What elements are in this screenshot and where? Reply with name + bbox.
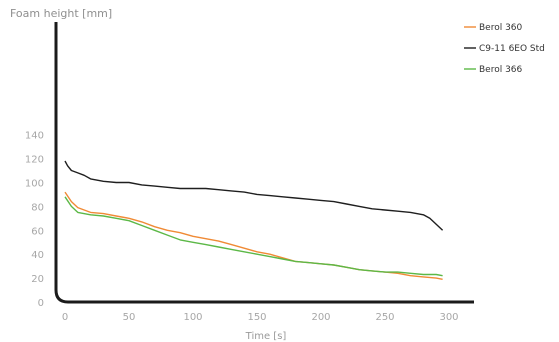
series-lines xyxy=(64,160,444,280)
y-tick-label: 100 xyxy=(25,179,44,190)
x-tick-label: 100 xyxy=(183,312,202,323)
y-tick-label: 140 xyxy=(25,131,44,142)
x-tick-label: 0 xyxy=(62,312,68,323)
y-tick-label: 0 xyxy=(38,298,44,309)
y-tick-label: 20 xyxy=(31,274,44,285)
series-line xyxy=(64,160,444,231)
legend: Berol 360 C9-11 6EO Std Berol 366 xyxy=(464,23,545,75)
series-line xyxy=(64,191,443,280)
legend-label: Berol 360 xyxy=(479,23,523,33)
x-tick-label: 50 xyxy=(123,312,136,323)
axes-frame xyxy=(54,22,474,304)
y-tick-label: 120 xyxy=(25,155,44,166)
y-axis-title: Foam height [mm] xyxy=(10,7,112,20)
x-tick-label: 150 xyxy=(247,312,266,323)
legend-label: C9-11 6EO Std xyxy=(479,44,545,54)
y-tick-label: 60 xyxy=(31,226,44,237)
x-tick-label: 250 xyxy=(375,312,394,323)
y-axis-ticks: 0 20 40 60 80 100 120 140 xyxy=(25,131,44,309)
series-line xyxy=(64,196,443,277)
x-tick-label: 200 xyxy=(311,312,330,323)
x-axis-title: Time [s] xyxy=(245,331,287,342)
y-tick-label: 80 xyxy=(31,202,44,213)
x-tick-label: 300 xyxy=(439,312,458,323)
legend-label: Berol 366 xyxy=(479,65,523,75)
y-tick-label: 40 xyxy=(31,250,44,261)
x-axis-ticks: 0 50 100 150 200 250 300 xyxy=(62,312,459,323)
